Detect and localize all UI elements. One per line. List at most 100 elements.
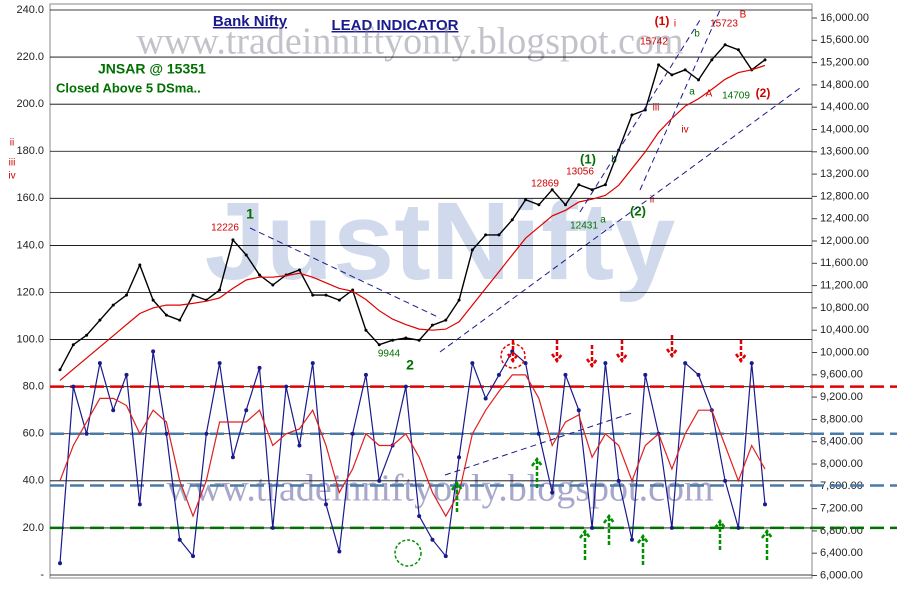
trend-line — [639, 9, 721, 191]
y2-tick-label: 6,000.00 — [820, 569, 863, 581]
y2-tick-label: 13,200.00 — [820, 168, 869, 180]
annotation: (2) — [756, 86, 771, 100]
annotation: 15742 — [640, 37, 668, 48]
highlight-circle — [500, 343, 526, 369]
annotation: iii — [653, 103, 660, 114]
arrow-up — [760, 528, 774, 560]
annotation: Closed Above 5 DSma.. — [56, 80, 201, 95]
data-point — [364, 328, 368, 332]
series-line — [59, 350, 766, 564]
annotation: 15723 — [710, 19, 738, 30]
data-point — [404, 336, 408, 340]
annotation: 9944 — [378, 349, 401, 360]
y2-tick-label: 16,000.00 — [820, 12, 869, 24]
data-point — [657, 63, 661, 67]
annotation: www.tradeinniftyonly.blogspot.com — [166, 468, 713, 510]
data-point — [125, 293, 129, 297]
data-point — [723, 43, 727, 47]
y-tick-label: - — [40, 569, 44, 581]
data-point — [683, 68, 687, 72]
y-tick-label: 140.0 — [16, 239, 44, 251]
data-point — [363, 372, 368, 377]
series-line — [59, 64, 766, 381]
data-point — [430, 537, 435, 542]
arrow-up — [713, 518, 727, 550]
data-point — [284, 384, 289, 389]
data-point — [391, 338, 395, 342]
annotation: ii — [650, 195, 654, 206]
y-tick-label: 80.0 — [23, 381, 44, 393]
y2-tick-label: 9,600.00 — [820, 369, 863, 381]
y2-tick-label: 14,800.00 — [820, 79, 869, 91]
trend-line — [444, 412, 633, 476]
data-point — [377, 478, 382, 483]
data-point — [736, 525, 741, 530]
data-point — [257, 365, 262, 370]
data-point — [643, 372, 648, 377]
y-tick-label: 240.0 — [16, 4, 44, 16]
data-point — [297, 443, 302, 448]
data-point — [457, 455, 462, 460]
data-point — [736, 48, 740, 52]
data-point — [696, 372, 701, 377]
data-point — [217, 361, 222, 366]
data-point — [324, 293, 328, 297]
annotation: ii — [10, 138, 14, 149]
data-point — [324, 502, 329, 507]
annotation: JNSAR @ 15351 — [98, 61, 206, 77]
annotation: 13056 — [566, 167, 594, 178]
data-point — [536, 431, 541, 436]
y2-tick-label: 12,400.00 — [820, 213, 869, 225]
annotation: a — [600, 215, 606, 226]
data-point — [244, 408, 249, 413]
data-point — [297, 268, 301, 272]
annotation: B — [740, 10, 747, 21]
y2-tick-label: 8,000.00 — [820, 458, 863, 470]
data-point — [763, 502, 767, 507]
data-point — [151, 298, 155, 302]
data-point — [98, 318, 102, 322]
data-point — [71, 384, 76, 389]
annotation: 2 — [406, 357, 414, 373]
annotation: 14709 — [722, 91, 750, 102]
y-tick-label: 120.0 — [16, 286, 44, 298]
data-point — [270, 525, 275, 530]
arrow-down — [585, 345, 599, 369]
data-point — [710, 58, 714, 62]
data-point — [457, 298, 461, 302]
data-point — [84, 431, 89, 436]
y2-tick-label: 14,000.00 — [820, 123, 869, 135]
y2-tick-label: 7,200.00 — [820, 503, 863, 515]
data-point — [577, 183, 581, 187]
annotation: 12226 — [211, 223, 239, 234]
y2-tick-label: 8,400.00 — [820, 436, 863, 448]
annotation: b — [694, 29, 700, 40]
data-point — [71, 343, 75, 347]
data-point — [311, 293, 315, 297]
series-line — [59, 374, 766, 518]
data-point — [417, 514, 422, 519]
data-point — [629, 537, 634, 542]
data-point — [563, 203, 567, 207]
data-point — [178, 318, 182, 322]
arrow-up — [450, 480, 464, 512]
data-point — [763, 58, 767, 62]
annotation: (2) — [630, 203, 646, 218]
data-point — [470, 248, 474, 252]
data-point — [164, 313, 168, 317]
data-point — [630, 113, 634, 117]
data-point — [258, 273, 262, 277]
trend-line — [579, 19, 701, 213]
data-point — [576, 408, 581, 413]
data-point — [151, 349, 156, 354]
data-point — [496, 372, 501, 377]
annotation: (1) — [580, 151, 596, 166]
y-tick-label: 40.0 — [23, 475, 44, 487]
annotation: a — [689, 87, 695, 98]
data-point — [350, 431, 355, 436]
data-point — [337, 298, 341, 302]
data-point — [749, 361, 754, 366]
arrow-up — [602, 513, 616, 545]
annotation: i — [674, 19, 676, 30]
